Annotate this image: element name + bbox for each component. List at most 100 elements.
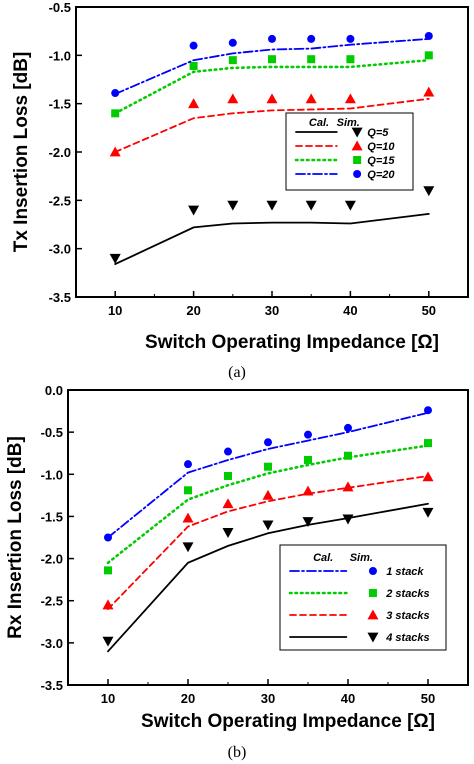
y-tick-label: 0.0 <box>45 383 63 398</box>
sim-point <box>182 542 194 553</box>
calc-line <box>106 444 430 565</box>
sim-point <box>222 528 234 538</box>
sim-point <box>264 438 272 447</box>
calc-line <box>107 411 429 539</box>
legend-label: 1 stack <box>386 566 424 578</box>
sim-point <box>262 520 274 531</box>
legend-box <box>285 112 414 191</box>
y-tick-label: -3.5 <box>41 678 63 693</box>
sim-point <box>264 462 272 471</box>
legend-header-calc: Cal. <box>313 552 333 564</box>
sim-point <box>423 86 435 97</box>
sim-point <box>104 566 112 575</box>
y-tick-label: -2.5 <box>41 594 63 609</box>
legend-marker <box>351 127 363 138</box>
sim-point <box>344 93 356 104</box>
sim-point <box>227 200 239 211</box>
x-tick-label: 40 <box>341 691 355 706</box>
x-tick-label: 40 <box>343 303 357 318</box>
legend-box <box>279 544 447 651</box>
caption: (b) <box>228 744 247 761</box>
legend-label: Q=20 <box>367 169 395 181</box>
series-2-stacks <box>104 439 432 575</box>
legend: Cal. Sim. 1 stack 2 stacks 3 stacks 4 stacks <box>279 544 447 651</box>
sim-point <box>266 200 278 211</box>
sim-point <box>104 533 112 542</box>
sim-point <box>268 55 276 64</box>
x-tick-label: 30 <box>265 303 279 318</box>
sim-point <box>346 34 355 43</box>
x-tick-label: 30 <box>261 691 275 706</box>
sim-point <box>307 55 316 64</box>
caption: (a) <box>228 364 246 381</box>
legend-label: 2 stacks <box>385 588 429 600</box>
sim-point <box>342 514 354 525</box>
y-tick-label: -2.5 <box>49 193 71 208</box>
y-tick-label: -0.5 <box>49 0 71 15</box>
sim-point <box>342 481 354 492</box>
sim-point <box>189 41 198 50</box>
sim-point <box>424 439 432 448</box>
y-tick-label: -1.0 <box>41 467 63 482</box>
series-q-10 <box>109 86 435 157</box>
legend-marker <box>351 140 363 151</box>
x-tick-label: 50 <box>421 691 435 706</box>
calc-line <box>114 38 430 95</box>
series-4-stacks <box>102 502 434 653</box>
y-tick-label: -2.0 <box>49 145 71 160</box>
y-tick-label: -3.0 <box>41 636 63 651</box>
series-q-5 <box>109 186 435 266</box>
legend-label: Q=10 <box>367 141 395 153</box>
legend-header-sim: Sim. <box>337 117 360 129</box>
sim-point <box>184 486 192 495</box>
legend-marker <box>353 156 362 164</box>
y-tick-label: -3.5 <box>49 290 71 305</box>
sim-point <box>188 98 200 109</box>
legend-label: 3 stacks <box>386 610 429 622</box>
legend-marker <box>368 567 377 575</box>
sim-point <box>188 205 200 216</box>
calc-line <box>113 58 431 115</box>
sim-point <box>189 61 198 70</box>
sim-point <box>307 34 316 43</box>
sim-point <box>423 186 435 197</box>
sim-point <box>182 512 194 523</box>
sim-point <box>422 471 434 482</box>
series-q-20 <box>111 32 433 98</box>
sim-point <box>424 406 432 415</box>
sim-point <box>184 460 192 469</box>
x-tick-label: 20 <box>186 303 200 318</box>
calc-line <box>114 97 430 153</box>
sim-point <box>266 93 278 104</box>
legend-label: 4 stacks <box>385 632 429 644</box>
sim-point <box>102 636 114 647</box>
sim-point <box>344 200 356 211</box>
x-axis-label: Switch Operating Impedance [Ω] <box>145 332 439 353</box>
sim-point <box>262 489 274 500</box>
y-tick-label: -1.5 <box>49 97 71 112</box>
sim-point <box>102 599 114 610</box>
x-tick-label: 50 <box>422 303 436 318</box>
y-tick-label: -3.0 <box>49 242 71 257</box>
sim-point <box>228 56 237 65</box>
calc-line <box>114 212 430 266</box>
sim-point <box>304 430 312 439</box>
y-tick-label: -2.0 <box>41 552 63 567</box>
sim-point <box>224 447 232 456</box>
sim-point <box>304 455 312 464</box>
sim-point <box>109 253 121 264</box>
y-tick-label: -1.5 <box>41 509 63 524</box>
legend-header-calc: Cal. <box>309 117 329 129</box>
legend: Cal. Sim. Q=5 Q=10 Q=15 Q=20 <box>285 112 414 191</box>
sim-point <box>305 200 317 211</box>
sim-point <box>424 32 433 40</box>
x-axis-label: Switch Operating Impedance [Ω] <box>141 711 435 732</box>
y-tick-label: -0.5 <box>41 425 63 440</box>
y-axis-label: Rx Insertion Loss [dB] <box>5 436 26 639</box>
sim-point <box>224 471 232 480</box>
sim-point <box>302 485 314 496</box>
sim-point <box>222 498 234 509</box>
sim-point <box>109 146 121 157</box>
sim-point <box>111 109 120 118</box>
legend-header-sim: Sim. <box>350 552 373 564</box>
